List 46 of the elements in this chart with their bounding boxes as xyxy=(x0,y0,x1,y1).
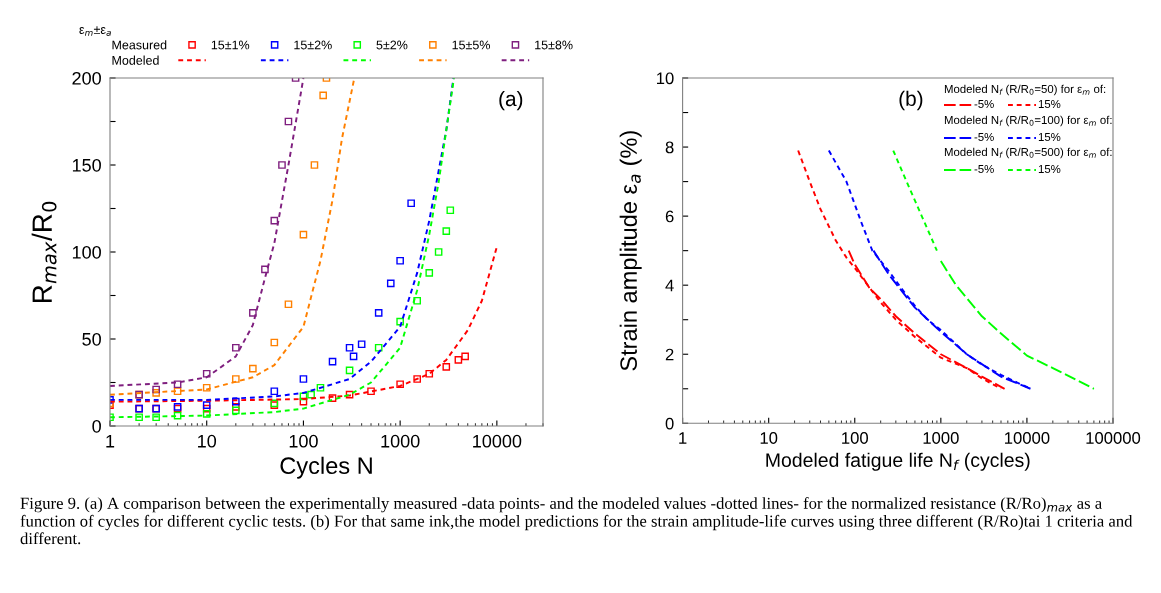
x-tick-label: 1000 xyxy=(923,432,959,444)
legend-title: ε$_{m}$±ε$_{a}$ xyxy=(79,26,111,36)
y-tick-label: 4 xyxy=(665,279,674,292)
x-tick-label: 1 xyxy=(106,435,115,448)
y-tick-label: 6 xyxy=(665,210,674,223)
legend-label: 15±2% xyxy=(294,40,332,50)
legend-label: 15±5% xyxy=(452,40,490,50)
y-tick-label: 10 xyxy=(657,72,674,85)
legend-label: -5% xyxy=(974,133,994,142)
x-tick-label: 100 xyxy=(842,432,869,444)
legend-label: 15% xyxy=(1038,100,1061,109)
annotation: Modeled N$_{f}$ (R/R$_{0}$=50) for ε$_{m}$ of: xyxy=(944,84,1106,96)
legend-label: 15% xyxy=(1038,165,1061,174)
text: Modeled xyxy=(112,55,159,65)
y-tick-label: 50 xyxy=(82,332,101,346)
y-tick-label: 0 xyxy=(92,419,101,433)
y-tick-label: 100 xyxy=(72,245,101,259)
annotation: (b) xyxy=(899,90,923,111)
legend-label: 5±2% xyxy=(376,40,408,50)
y-tick-label: 8 xyxy=(665,141,674,154)
x-tick-label: 10 xyxy=(760,432,778,444)
y-tick-label: 0 xyxy=(665,417,674,430)
x-tick-label: 1 xyxy=(679,432,687,444)
legend-label: 15% xyxy=(1038,133,1061,142)
x-tick-label: 100000 xyxy=(1086,432,1141,444)
legend-label: 15±1% xyxy=(211,40,250,50)
annotation: (a) xyxy=(499,90,523,111)
x-tick-label: 1000 xyxy=(381,434,420,448)
x-axis-title: Modeled fatigue life N$_{f}$ (cycles) xyxy=(766,452,1030,471)
y-tick-label: 150 xyxy=(72,158,101,172)
x-tick-label: 100 xyxy=(289,434,318,448)
caption: Figure 9. (a) A comparison between the experimentally measured -data points- and the modeled values -dotted lines- for the normalized resistance (R/Ro)$_{max}$ as a function of cycles for different cyclic tests. (b) For that same ink,the model predictions for the strain amplitude-life curves using three different (R/Ro)tai 1 criteria and different. xyxy=(20,497,1133,545)
x-axis-title: Cycles N xyxy=(280,456,372,479)
annotation: Modeled N$_{f}$ (R/R$_{0}$=100) for ε$_{m}$ of: xyxy=(944,115,1112,127)
y-axis-title: Strain amplitude ε$_{a}$ (%) xyxy=(619,131,642,371)
x-tick-label: 10000 xyxy=(473,434,522,448)
y-tick-label: 200 xyxy=(72,71,101,85)
y-axis-title: R$_{max}$/R$_{0}$ xyxy=(31,201,57,303)
legend-label: -5% xyxy=(974,100,994,109)
y-tick-label: 2 xyxy=(665,348,674,361)
text: Measured xyxy=(112,40,167,50)
annotation: Modeled N$_{f}$ (R/R$_{0}$=500) for ε$_{m}$ of: xyxy=(944,147,1112,159)
legend-label: -5% xyxy=(974,165,994,174)
x-tick-label: 10 xyxy=(198,434,217,448)
x-tick-label: 10000 xyxy=(1005,432,1050,444)
legend-label: 15±8% xyxy=(535,40,573,50)
